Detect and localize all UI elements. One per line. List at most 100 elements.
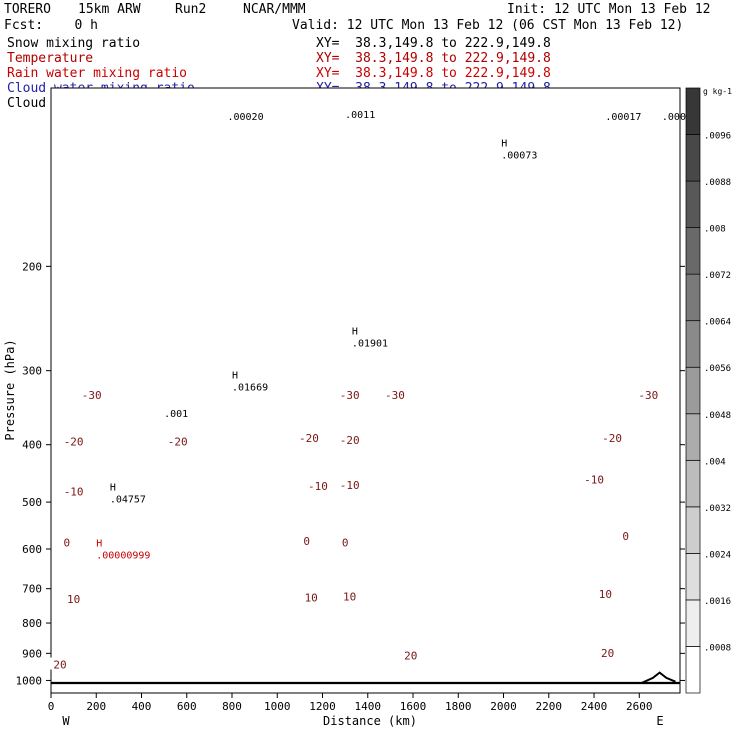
y-tick-label: 300: [22, 365, 42, 378]
value-annotation: .00073: [501, 151, 537, 162]
value-annotation: .001: [164, 409, 188, 420]
x-tick-label: 2600: [626, 700, 653, 713]
x-tick-label: 1400: [355, 700, 382, 713]
colorbar-label: .0088: [704, 178, 731, 188]
header-init: Init: 12 UTC Mon 13 Feb 12: [507, 2, 711, 17]
isotherm-label: -10: [340, 479, 360, 492]
colorbar-segment: [685, 413, 701, 461]
colorbar-segment: [685, 320, 701, 368]
legend-entry-3: Rain water mixing ratio: [7, 66, 188, 81]
isotherm-label: 10: [343, 591, 356, 604]
isotherm-label-bg: [50, 657, 71, 670]
isotherm-label: 10: [67, 593, 80, 606]
isotherm-label-bg: [301, 590, 322, 603]
colorbar-label: .008: [704, 225, 726, 235]
isotherm-label-bg: [638, 388, 659, 401]
isotherm-label-bg: [167, 434, 188, 447]
isotherm-label: -10: [308, 480, 328, 493]
isotherm-label-bg: [339, 388, 360, 401]
isotherm-label-bg: [339, 589, 360, 602]
isotherm-label: 20: [601, 647, 614, 660]
colorbar-label: .0032: [704, 504, 731, 514]
value-annotation: .01901: [352, 339, 388, 350]
colorbar-segment: [685, 87, 701, 135]
colorbar-segment: [685, 227, 701, 275]
y-tick-label: 400: [22, 439, 42, 452]
isotherm-label: -20: [602, 432, 622, 445]
isotherm-label-bg: [615, 528, 636, 541]
colorbar-segment: [685, 366, 701, 415]
isotherm-label-bg: [296, 534, 317, 547]
isotherm-label: -20: [340, 434, 360, 447]
header-run: Run2: [175, 2, 207, 17]
header-model: TORERO: [4, 2, 51, 17]
x-tick-label: 1600: [400, 700, 427, 713]
isotherm-label: 20: [53, 659, 66, 672]
isotherm-label: -20: [299, 432, 319, 445]
isotherm-label-bg: [307, 479, 328, 492]
y-tick-label: 900: [22, 647, 42, 660]
east-end-label: E: [656, 714, 663, 728]
isotherm-label-bg: [63, 591, 84, 604]
isotherm-label-bg: [602, 431, 623, 444]
header-valid: Valid: 12 UTC Mon 13 Feb 12 (06 CST Mon …: [292, 18, 684, 33]
plot-frame: [50, 87, 681, 694]
x-tick-label: 1000: [264, 700, 291, 713]
value-annotation: .000: [662, 112, 686, 123]
isotherm-label-bg: [584, 472, 605, 485]
colorbar-segment: [685, 599, 701, 647]
isotherm-label-bg: [298, 431, 319, 444]
x-tick-label: 600: [177, 700, 197, 713]
isotherm-label-bg: [339, 478, 360, 491]
isotherm-label-bg: [595, 586, 616, 599]
isotherm-label-bg: [339, 433, 360, 446]
isotherm-label: -30: [385, 389, 405, 402]
isotherm-label: 20: [404, 650, 417, 663]
x-tick-label: 1800: [445, 700, 472, 713]
x-tick-label: 1200: [309, 700, 336, 713]
isotherm-label: -30: [82, 389, 102, 402]
x-tick-label: 200: [86, 700, 106, 713]
isotherm-label-bg: [597, 645, 618, 658]
colorbar-label: .0096: [704, 132, 731, 142]
y-tick-label: 700: [22, 583, 42, 596]
isotherm-label-bg: [335, 535, 356, 548]
colorbar-label: .0056: [704, 364, 731, 374]
x-tick-label: 2000: [490, 700, 517, 713]
isotherm-label-bg: [63, 434, 84, 447]
y-tick-label: 500: [22, 496, 42, 509]
y-tick-label: 1000: [16, 674, 43, 687]
colorbar-segment: [685, 180, 701, 228]
x-tick-label: 800: [222, 700, 242, 713]
high-marker: H: [352, 327, 358, 338]
x-tick-label: 2400: [581, 700, 608, 713]
colorbar-segment: [685, 646, 701, 694]
value-annotation: .04757: [110, 495, 146, 506]
colorbar-label: .0064: [704, 318, 731, 328]
colorbar-segment: [685, 506, 701, 554]
colorbar-label: .0016: [704, 597, 731, 607]
colorbar-segment: [685, 273, 701, 322]
high-marker: H: [96, 538, 102, 549]
west-end-label: W: [62, 714, 70, 728]
isotherm-label: 0: [622, 530, 629, 543]
x-axis-label: Distance (km): [323, 714, 417, 728]
colorbar-unit: g kg-1: [703, 87, 732, 96]
legend-xy-3: XY= 38.3,149.8 to 222.9,149.8: [316, 66, 551, 81]
y-tick-label: 600: [22, 543, 42, 556]
isotherm-label: 10: [599, 588, 612, 601]
value-annotation: .00017: [605, 112, 641, 123]
colorbar-segment: [685, 134, 701, 182]
y-axis-label: Pressure (hPa): [3, 339, 17, 440]
isotherm-label: -10: [64, 486, 84, 499]
legend-xy-1: XY= 38.3,149.8 to 222.9,149.8: [316, 36, 551, 51]
high-marker: H: [232, 370, 238, 381]
legend-xy-2: XY= 38.3,149.8 to 222.9,149.8: [316, 51, 551, 66]
x-tick-label: 0: [48, 700, 55, 713]
isotherm-label: 0: [64, 536, 71, 549]
isotherm-label-bg: [63, 484, 84, 497]
colorbar-segment: [685, 459, 701, 508]
isotherm-label: 0: [342, 536, 349, 549]
legend-entry-1: Snow mixing ratio: [7, 36, 141, 51]
